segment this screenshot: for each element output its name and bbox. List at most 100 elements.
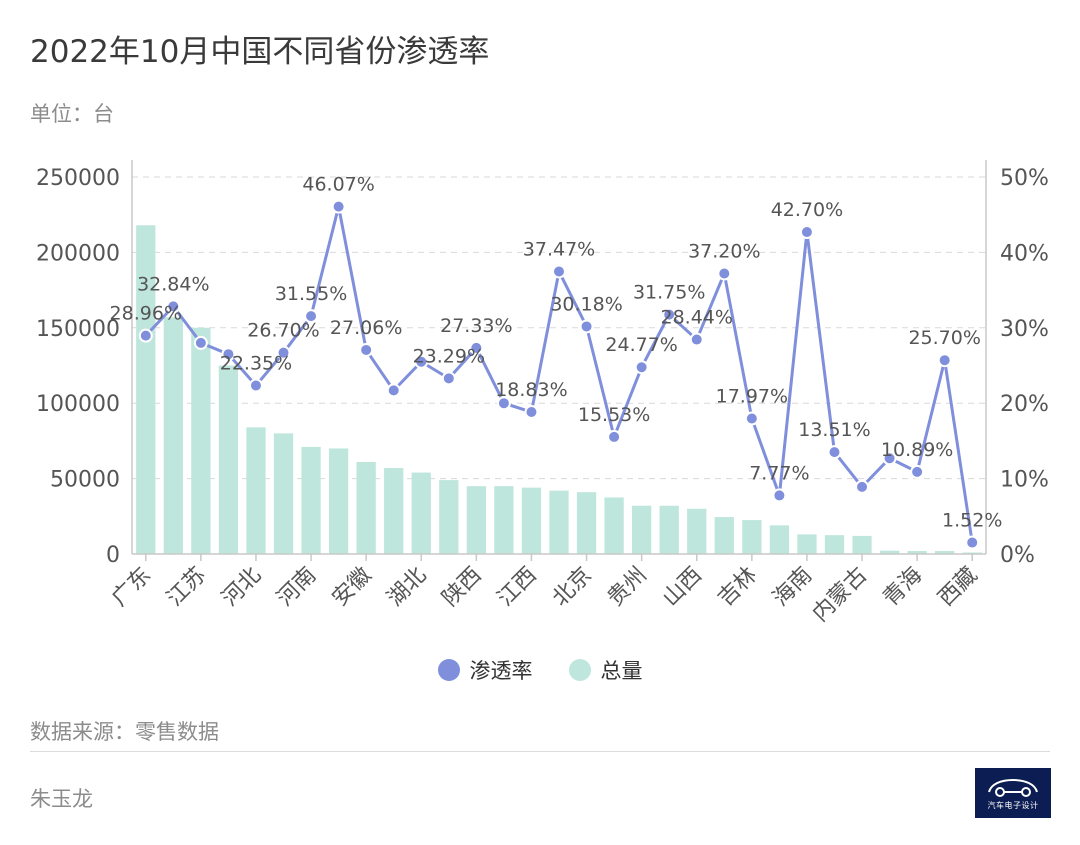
bar-上海 <box>328 448 349 554</box>
chart-title: 2022年10月中国不同省份渗透率 <box>30 34 490 70</box>
legend-item-total[interactable]: 总量 <box>568 655 643 685</box>
rate-point-黑龙江 <box>772 488 787 503</box>
x-tick-label: 北京 <box>548 563 597 612</box>
rate-point-宁夏 <box>882 451 897 466</box>
y-left-tick-label: 100000 <box>36 392 120 417</box>
x-tick-label: 青海 <box>879 563 928 612</box>
bar-重庆 <box>659 505 679 554</box>
y-right-tick-label: 50% <box>1000 166 1049 191</box>
x-tick-label: 贵州 <box>603 563 652 612</box>
x-tick-label: 西藏 <box>934 563 983 612</box>
bar-浙江 <box>163 317 183 554</box>
rate-point-山西 <box>689 332 704 347</box>
bar-山东 <box>218 365 239 554</box>
bar-内蒙古 <box>852 535 872 554</box>
rate-data-label: 7.77% <box>749 462 809 484</box>
y-left-tick-label: 200000 <box>36 241 120 266</box>
bar-安徽 <box>356 462 376 554</box>
rate-data-label: 18.83% <box>495 379 567 401</box>
logo-text: 汽车电子设计 <box>987 800 1039 810</box>
rate-data-label: 24.77% <box>605 334 677 356</box>
bar-黑龙江 <box>769 525 790 554</box>
bar-辽宁 <box>714 517 734 554</box>
legend: 渗透率 总量 <box>0 655 1080 685</box>
x-tick-label: 山西 <box>658 563 707 612</box>
rate-point-江苏 <box>193 335 208 350</box>
x-tick-label: 内蒙古 <box>808 563 872 627</box>
legend-item-rate[interactable]: 渗透率 <box>437 655 533 685</box>
y-right-tick-label: 20% <box>1000 392 1049 417</box>
y-right-tick-label: 30% <box>1000 317 1049 342</box>
bar-山西 <box>687 508 707 554</box>
rate-data-label: 27.33% <box>440 315 512 337</box>
y-left-tick-label: 150000 <box>36 317 120 342</box>
bar-宁夏 <box>879 550 900 554</box>
rate-data-label: 28.96% <box>110 303 182 325</box>
rate-point-广西 <box>552 264 566 279</box>
bar-江西 <box>521 487 542 554</box>
bar-河南 <box>301 446 321 554</box>
rate-point-山东 <box>221 347 236 362</box>
bar-四川 <box>273 433 294 554</box>
x-tick-label: 吉林 <box>713 563 762 612</box>
rate-data-label: 28.44% <box>661 307 733 329</box>
x-tick-label: 江西 <box>493 563 542 612</box>
y-left-tick-label: 50000 <box>50 468 120 493</box>
rate-point-甘肃 <box>827 445 842 460</box>
rate-data-label: 46.07% <box>302 174 374 196</box>
bar-北京 <box>576 492 597 554</box>
rate-data-label: 1.52% <box>942 510 1002 532</box>
legend-rate-label: 渗透率 <box>469 659 533 683</box>
rate-data-label: 17.97% <box>716 386 788 408</box>
rate-data-label: 31.75% <box>633 282 705 304</box>
x-tick-label: 河南 <box>273 563 322 612</box>
x-tick-label: 陕西 <box>438 563 487 612</box>
legend-total-marker <box>568 659 591 681</box>
bar-福建 <box>439 480 459 554</box>
rate-data-label: 42.70% <box>771 199 843 221</box>
bar-广西 <box>549 490 569 554</box>
rate-point-吉林 <box>744 411 759 426</box>
y-left-tick-label: 250000 <box>36 166 120 191</box>
rate-data-label: 23.29% <box>413 345 485 367</box>
rate-point-江西 <box>524 405 539 420</box>
rate-point-河南 <box>304 309 319 324</box>
rate-point-陕西 <box>469 340 484 355</box>
rate-data-label: 25.70% <box>908 327 980 349</box>
rate-point-湖北 <box>414 354 429 369</box>
rate-data-label: 37.20% <box>688 241 760 263</box>
rate-data-label: 30.18% <box>550 293 622 315</box>
x-tick-label: 海南 <box>768 563 817 612</box>
rate-point-湖南 <box>386 383 401 398</box>
rate-point-贵州 <box>634 360 649 375</box>
bar-江苏 <box>191 327 211 554</box>
bar-海南 <box>797 534 817 554</box>
bar-陕西 <box>466 486 486 554</box>
rate-point-河北 <box>248 378 263 393</box>
bar-series <box>136 225 982 555</box>
bar-云南 <box>604 497 624 554</box>
author-name: 朱玉龙 <box>30 787 93 811</box>
x-tick-label: 广东 <box>107 563 156 612</box>
bar-河北 <box>246 427 266 554</box>
rate-data-label: 31.55% <box>275 283 347 305</box>
rate-point-重庆 <box>662 307 677 322</box>
rate-point-辽宁 <box>717 266 732 281</box>
bar-贵州 <box>632 505 652 554</box>
bar-新疆 <box>935 550 955 554</box>
rate-data-label: 15.53% <box>578 404 650 426</box>
rate-data-label: 22.35% <box>220 352 292 374</box>
x-tick-label: 江苏 <box>162 563 211 612</box>
source-note: 数据来源：零售数据 <box>30 720 219 744</box>
x-tick-label: 河北 <box>217 563 266 612</box>
line-series <box>138 199 980 550</box>
bar-天津 <box>494 486 514 554</box>
bar-广东 <box>136 225 156 555</box>
y-right-tick-label: 10% <box>1000 468 1049 493</box>
rate-data-label: 32.84% <box>137 273 209 295</box>
rate-point-天津 <box>496 396 511 411</box>
bar-西藏 <box>962 552 982 554</box>
rate-point-广东 <box>138 328 153 343</box>
rate-point-上海 <box>331 199 346 214</box>
rate-point-云南 <box>607 429 622 444</box>
